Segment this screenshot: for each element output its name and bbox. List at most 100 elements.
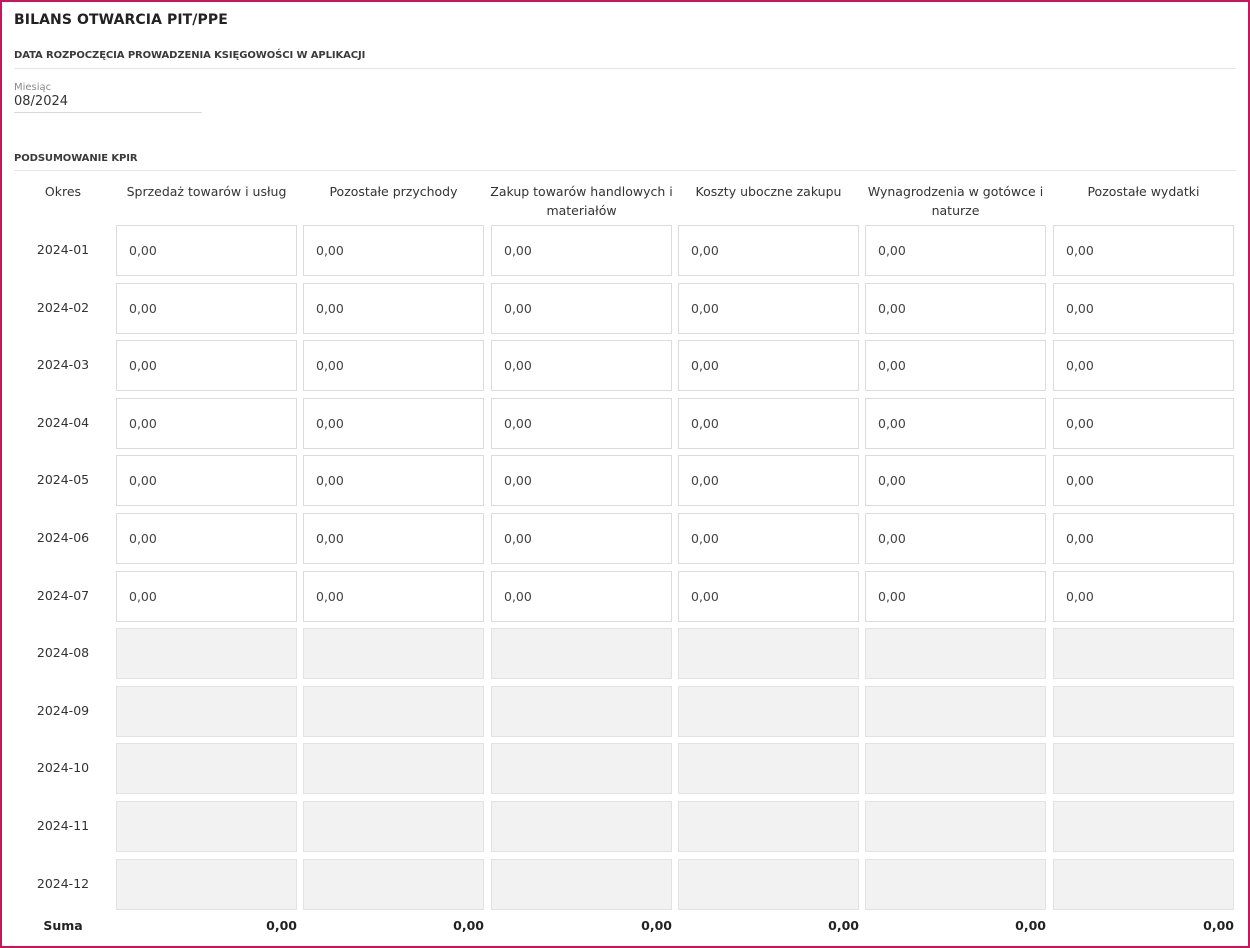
amount-input[interactable]: 0,00 bbox=[303, 283, 484, 334]
amount-input[interactable]: 0,00 bbox=[1053, 283, 1234, 334]
amount-input[interactable]: 0,00 bbox=[116, 513, 297, 564]
amount-input[interactable]: 0,00 bbox=[1053, 340, 1234, 391]
amount-input-disabled bbox=[1053, 628, 1234, 679]
sum-value: 0,00 bbox=[828, 918, 859, 933]
amount-input[interactable]: 0,00 bbox=[678, 225, 859, 276]
amount-input[interactable]: 0,00 bbox=[116, 225, 297, 276]
amount-input[interactable]: 0,00 bbox=[116, 340, 297, 391]
amount-input[interactable]: 0,00 bbox=[303, 340, 484, 391]
amount-input[interactable]: 0,00 bbox=[865, 571, 1046, 622]
sum-value: 0,00 bbox=[1015, 918, 1046, 933]
amount-input-disabled bbox=[865, 801, 1046, 852]
amount-input[interactable]: 0,00 bbox=[865, 340, 1046, 391]
amount-input[interactable]: 0,00 bbox=[1053, 571, 1234, 622]
sum-value: 0,00 bbox=[641, 918, 672, 933]
sum-value: 0,00 bbox=[1203, 918, 1234, 933]
sum-value: 0,00 bbox=[266, 918, 297, 933]
amount-input[interactable]: 0,00 bbox=[1053, 398, 1234, 449]
month-field[interactable]: Miesiąc 08/2024 bbox=[14, 82, 202, 113]
amount-input[interactable]: 0,00 bbox=[865, 225, 1046, 276]
column-header: Pozostałe przychody bbox=[329, 184, 458, 199]
amount-input-disabled bbox=[678, 859, 859, 910]
amount-input-disabled bbox=[678, 686, 859, 737]
period-label: 2024-06 bbox=[36, 530, 90, 545]
period-label: 2024-03 bbox=[36, 357, 90, 372]
amount-input[interactable]: 0,00 bbox=[116, 455, 297, 506]
month-input[interactable]: 08/2024 bbox=[14, 94, 202, 113]
amount-input-disabled bbox=[116, 801, 297, 852]
amount-input-disabled bbox=[303, 801, 484, 852]
amount-input-disabled bbox=[865, 743, 1046, 794]
period-label: 2024-12 bbox=[36, 876, 90, 891]
period-label: 2024-07 bbox=[36, 588, 90, 603]
amount-input[interactable]: 0,00 bbox=[491, 283, 672, 334]
column-header: Zakup towarów handlowych i materiałów bbox=[490, 184, 673, 218]
amount-input-disabled bbox=[303, 859, 484, 910]
amount-input[interactable]: 0,00 bbox=[491, 398, 672, 449]
period-label: 2024-10 bbox=[36, 760, 90, 775]
amount-input[interactable]: 0,00 bbox=[303, 398, 484, 449]
period-label: 2024-04 bbox=[36, 415, 90, 430]
period-label: 2024-02 bbox=[36, 300, 90, 315]
amount-input-disabled bbox=[1053, 801, 1234, 852]
amount-input-disabled bbox=[678, 628, 859, 679]
amount-input[interactable]: 0,00 bbox=[491, 513, 672, 564]
amount-input[interactable]: 0,00 bbox=[116, 571, 297, 622]
period-label: 2024-08 bbox=[36, 645, 90, 660]
amount-input-disabled bbox=[116, 628, 297, 679]
amount-input-disabled bbox=[116, 743, 297, 794]
amount-input-disabled bbox=[491, 686, 672, 737]
amount-input[interactable]: 0,00 bbox=[865, 513, 1046, 564]
amount-input[interactable]: 0,00 bbox=[1053, 455, 1234, 506]
amount-input[interactable]: 0,00 bbox=[865, 283, 1046, 334]
amount-input[interactable]: 0,00 bbox=[1053, 513, 1234, 564]
amount-input[interactable]: 0,00 bbox=[491, 225, 672, 276]
amount-input-disabled bbox=[491, 801, 672, 852]
period-label: 2024-01 bbox=[36, 242, 90, 257]
amount-input-disabled bbox=[491, 628, 672, 679]
period-label: 2024-11 bbox=[36, 818, 90, 833]
amount-input[interactable]: 0,00 bbox=[491, 571, 672, 622]
amount-input[interactable]: 0,00 bbox=[678, 283, 859, 334]
amount-input[interactable]: 0,00 bbox=[678, 571, 859, 622]
amount-input-disabled bbox=[1053, 686, 1234, 737]
amount-input-disabled bbox=[865, 686, 1046, 737]
amount-input[interactable]: 0,00 bbox=[303, 513, 484, 564]
column-header: Koszty uboczne zakupu bbox=[695, 184, 842, 199]
amount-input-disabled bbox=[1053, 743, 1234, 794]
column-header: Pozostałe wydatki bbox=[1087, 184, 1200, 199]
start-date-section-title: DATA ROZPOCZĘCIA PROWADZENIA KSIĘGOWOŚCI… bbox=[14, 50, 366, 61]
amount-input-disabled bbox=[116, 859, 297, 910]
amount-input-disabled bbox=[303, 628, 484, 679]
amount-input[interactable]: 0,00 bbox=[865, 455, 1046, 506]
amount-input-disabled bbox=[491, 859, 672, 910]
amount-input-disabled bbox=[678, 743, 859, 794]
amount-input[interactable]: 0,00 bbox=[303, 571, 484, 622]
amount-input[interactable]: 0,00 bbox=[678, 455, 859, 506]
amount-input[interactable]: 0,00 bbox=[303, 225, 484, 276]
amount-input-disabled bbox=[1053, 859, 1234, 910]
column-header: Sprzedaż towarów i usług bbox=[126, 184, 287, 199]
amount-input-disabled bbox=[865, 859, 1046, 910]
sum-label: Suma bbox=[43, 918, 83, 933]
amount-input-disabled bbox=[303, 686, 484, 737]
amount-input-disabled bbox=[116, 686, 297, 737]
amount-input[interactable]: 0,00 bbox=[491, 455, 672, 506]
page-title: BILANS OTWARCIA PIT/PPE bbox=[14, 12, 228, 28]
amount-input[interactable]: 0,00 bbox=[116, 283, 297, 334]
period-label: 2024-09 bbox=[36, 703, 90, 718]
amount-input[interactable]: 0,00 bbox=[678, 340, 859, 391]
amount-input[interactable]: 0,00 bbox=[116, 398, 297, 449]
amount-input[interactable]: 0,00 bbox=[491, 340, 672, 391]
amount-input[interactable]: 0,00 bbox=[678, 513, 859, 564]
month-label: Miesiąc bbox=[14, 82, 52, 93]
amount-input-disabled bbox=[491, 743, 672, 794]
period-label: 2024-05 bbox=[36, 472, 90, 487]
section-divider bbox=[14, 170, 1236, 171]
sum-value: 0,00 bbox=[453, 918, 484, 933]
amount-input[interactable]: 0,00 bbox=[678, 398, 859, 449]
amount-input[interactable]: 0,00 bbox=[865, 398, 1046, 449]
amount-input[interactable]: 0,00 bbox=[303, 455, 484, 506]
amount-input-disabled bbox=[303, 743, 484, 794]
amount-input[interactable]: 0,00 bbox=[1053, 225, 1234, 276]
